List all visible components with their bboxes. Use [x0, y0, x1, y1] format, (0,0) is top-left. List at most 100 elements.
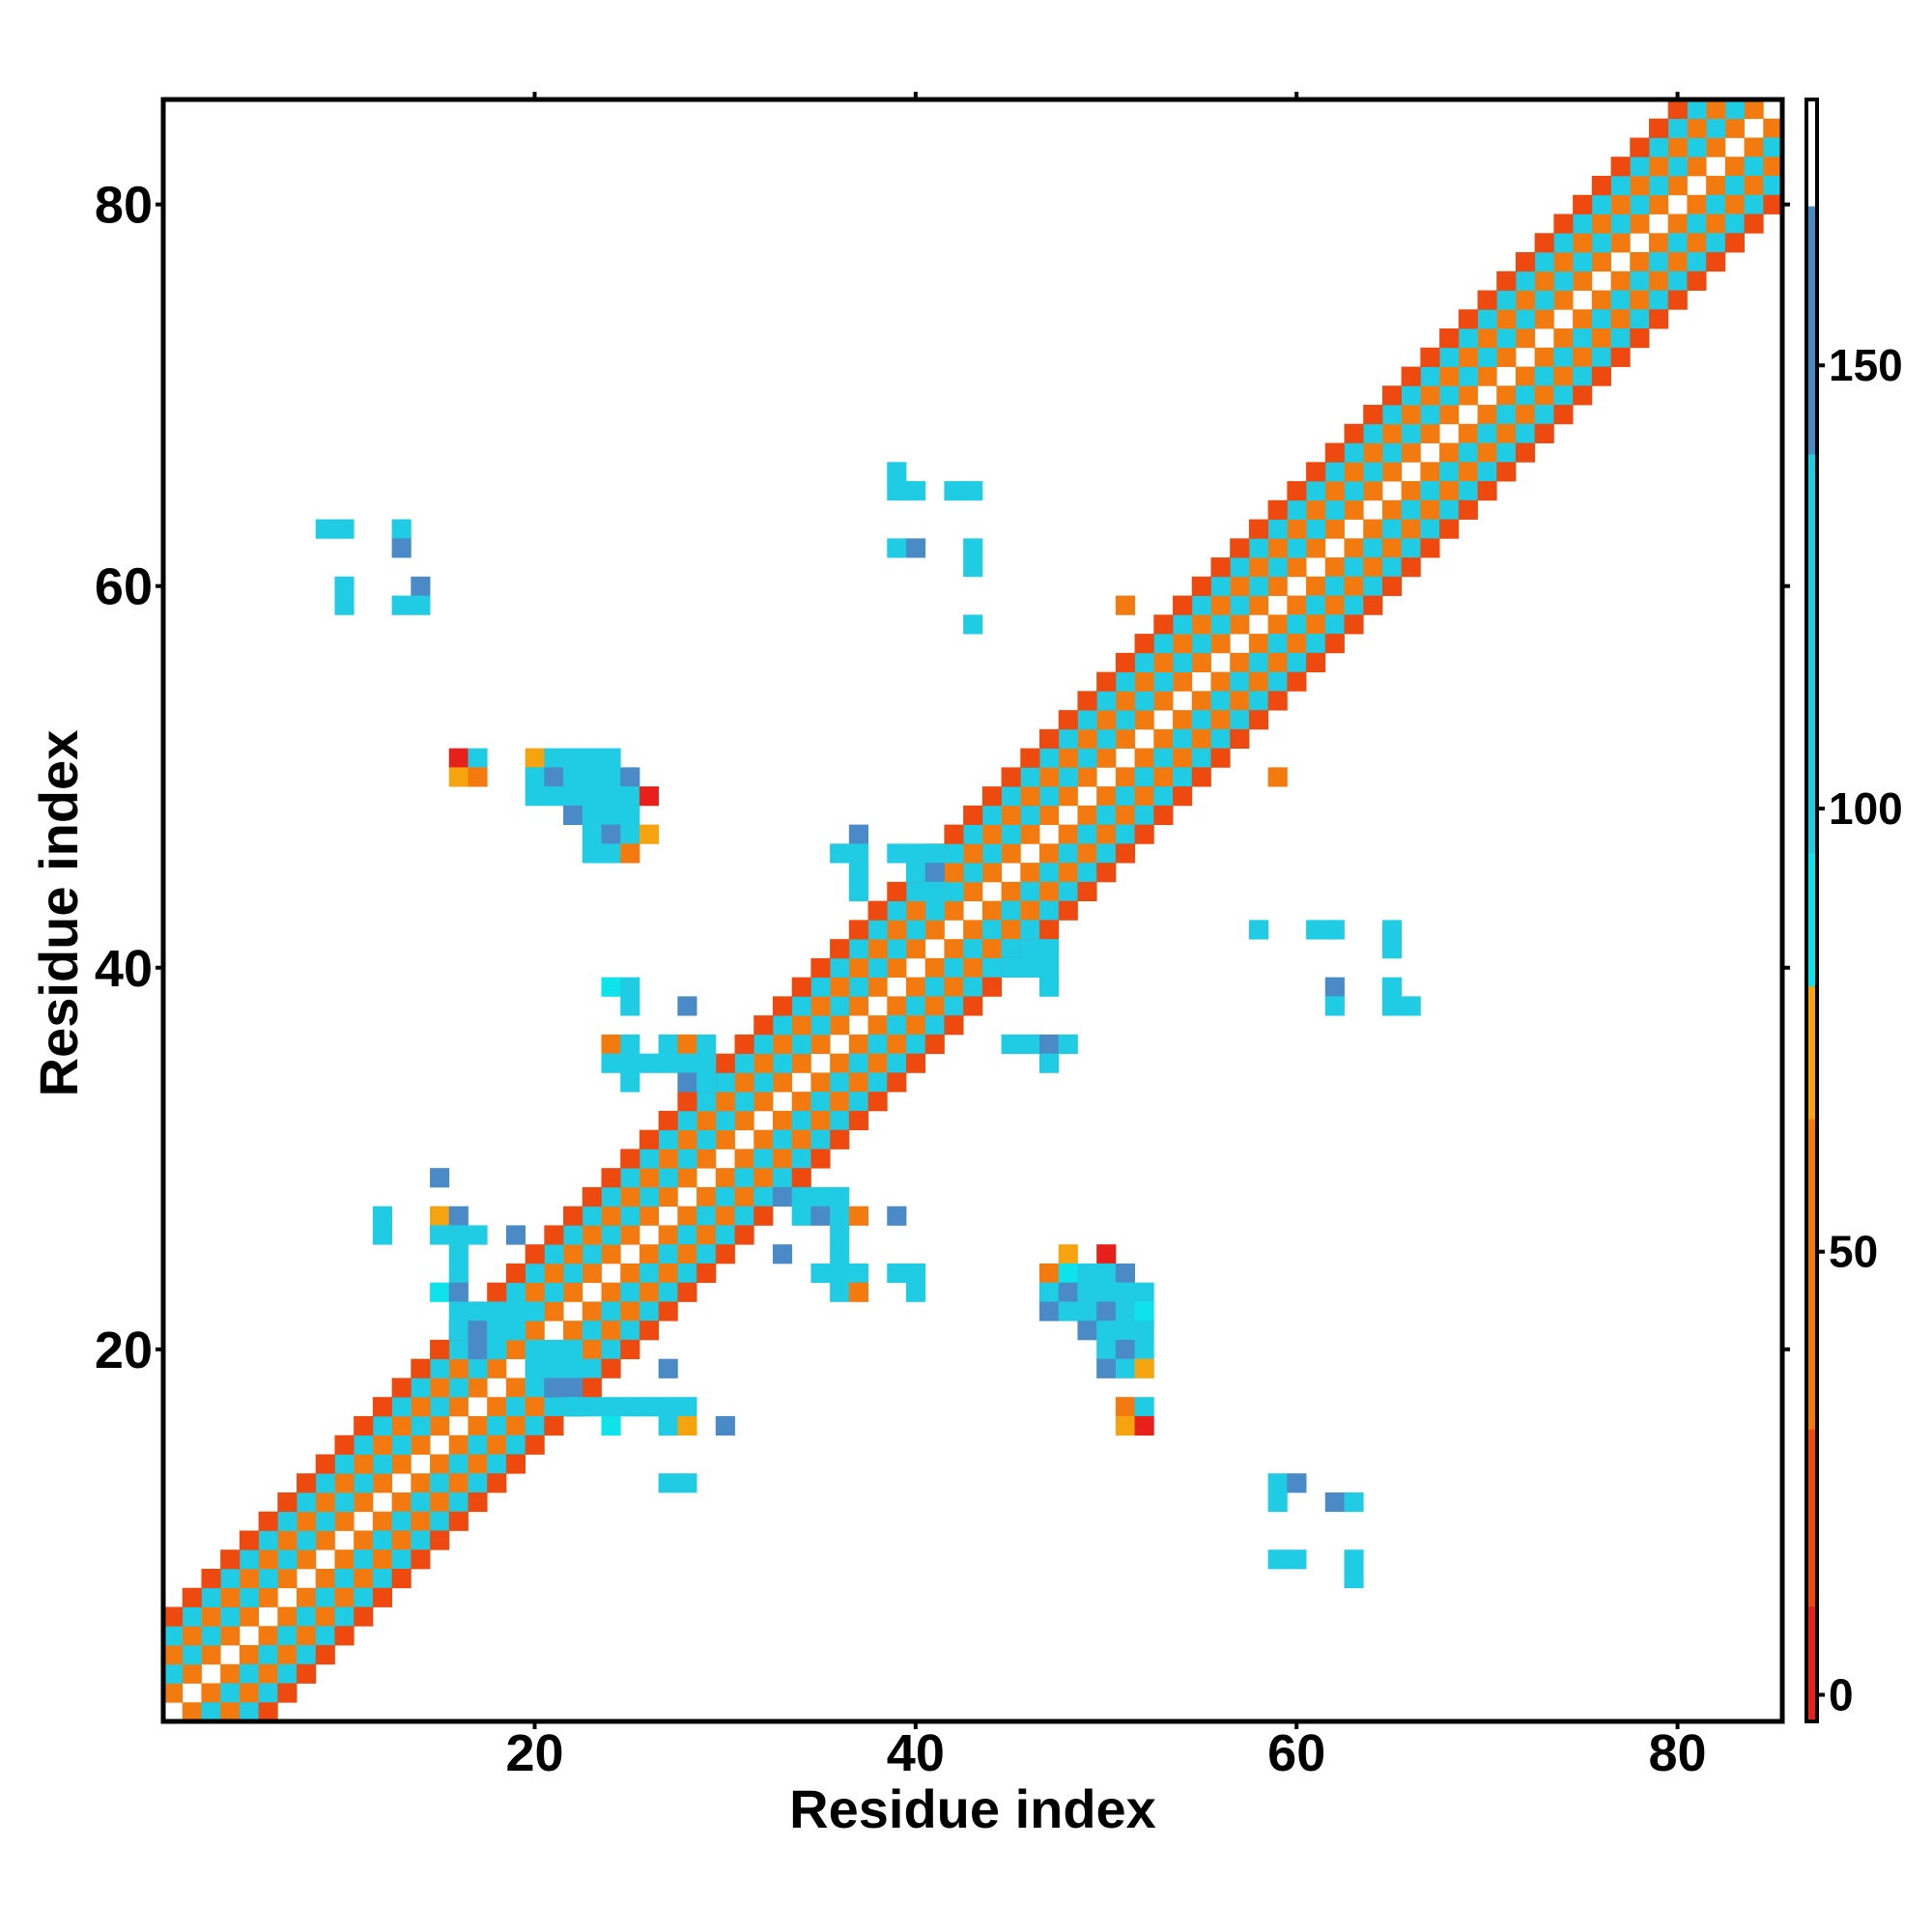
heatmap-cell: [372, 1206, 393, 1226]
heatmap-cell: [1287, 1549, 1307, 1570]
heatmap-cell: [468, 1435, 488, 1455]
heatmap-cell: [411, 1549, 431, 1570]
heatmap-cell: [1058, 863, 1078, 883]
heatmap-cell: [734, 1110, 754, 1131]
heatmap-cell: [1573, 270, 1593, 291]
heatmap-cell: [1344, 614, 1364, 635]
heatmap-cell: [334, 519, 355, 539]
heatmap-cell: [1687, 213, 1707, 234]
heatmap-cell: [848, 1034, 868, 1055]
heatmap-cell: [944, 824, 964, 844]
heatmap-cell: [753, 1168, 774, 1188]
heatmap-cell: [867, 920, 888, 940]
heatmap-cell: [696, 1206, 717, 1226]
heatmap-cell: [772, 1015, 793, 1036]
heatmap-cell: [981, 900, 1002, 921]
heatmap-cell: [525, 748, 545, 768]
heatmap-cell: [1001, 767, 1021, 787]
heatmap-cell: [1706, 118, 1726, 138]
heatmap-cell: [601, 824, 621, 844]
heatmap-cell: [1191, 710, 1211, 730]
heatmap-cell: [1020, 1034, 1040, 1055]
heatmap-cell: [830, 1263, 850, 1284]
heatmap-cell: [163, 1683, 184, 1703]
heatmap-cell: [848, 863, 868, 883]
heatmap-cell: [1210, 748, 1231, 768]
heatmap-cell: [448, 1263, 469, 1284]
heatmap-cell: [1401, 481, 1421, 501]
heatmap-cell: [658, 1473, 678, 1493]
heatmap-cell: [1134, 1301, 1154, 1321]
heatmap-cell: [1115, 824, 1135, 844]
heatmap-cell: [1039, 843, 1060, 864]
heatmap-cell: [1210, 710, 1231, 730]
heatmap-cell: [830, 1053, 850, 1073]
heatmap-cell: [1439, 519, 1460, 539]
heatmap-cell: [1496, 462, 1517, 482]
heatmap-cell: [544, 1263, 564, 1284]
heatmap-cell: [715, 1110, 735, 1131]
heatmap-cell: [334, 1473, 355, 1493]
heatmap-cell: [639, 1206, 660, 1226]
plot-frame: [160, 97, 1785, 1724]
heatmap-cell: [772, 1186, 793, 1208]
heatmap-cell: [1401, 405, 1421, 425]
heatmap-cell: [1191, 634, 1211, 654]
heatmap-cell: [1134, 652, 1154, 672]
heatmap-cell: [525, 1244, 545, 1264]
heatmap-cell: [1687, 118, 1707, 138]
heatmap-cell: [887, 538, 907, 558]
heatmap-cell: [639, 1129, 660, 1150]
heatmap-cell: [582, 1225, 602, 1245]
heatmap-cell: [944, 863, 964, 883]
heatmap-cell: [297, 1549, 317, 1570]
heatmap-cell: [1134, 1358, 1154, 1378]
heatmap-cell: [1210, 634, 1231, 654]
heatmap-cell: [924, 977, 945, 997]
heatmap-cell: [1648, 270, 1669, 291]
heatmap-cell: [1573, 194, 1593, 214]
heatmap-cell: [1134, 1397, 1154, 1417]
heatmap-cell: [1077, 710, 1097, 730]
heatmap-cell: [1267, 538, 1288, 558]
heatmap-cell: [1363, 519, 1383, 539]
heatmap-cell: [1020, 920, 1040, 940]
heatmap-cell: [1477, 442, 1497, 463]
heatmap-cell: [1630, 137, 1650, 157]
heatmap-cell: [448, 1225, 469, 1245]
heatmap-cell: [1058, 748, 1078, 768]
heatmap-cell: [658, 1110, 678, 1131]
heatmap-cell: [677, 1225, 697, 1245]
heatmap-cell: [601, 843, 621, 864]
heatmap-cell: [182, 1626, 202, 1646]
heatmap-cell: [468, 1301, 488, 1321]
heatmap-cell: [1096, 843, 1117, 864]
heatmap-cell: [1534, 347, 1554, 367]
heatmap-cell: [1096, 824, 1117, 844]
heatmap-cell: [1630, 290, 1650, 310]
heatmap-cell: [1039, 957, 1060, 979]
heatmap-cell: [430, 1492, 450, 1513]
heatmap-cell: [810, 1263, 831, 1284]
heatmap-cell: [1210, 728, 1231, 749]
heatmap-cell: [315, 1530, 335, 1550]
heatmap-cell: [944, 900, 964, 921]
heatmap-cell: [563, 1339, 583, 1360]
heatmap-cell: [297, 1492, 317, 1513]
heatmap-cell: [582, 1321, 602, 1341]
heatmap-cell: [1191, 576, 1211, 596]
y-tick-label: 40: [95, 940, 153, 998]
heatmap-cell: [297, 1473, 317, 1493]
heatmap-cell: [848, 1072, 868, 1093]
heatmap-cell: [430, 1225, 450, 1245]
heatmap-cell: [677, 1206, 697, 1226]
heatmap-cell: [696, 1129, 717, 1150]
heatmap-cell: [1420, 366, 1440, 386]
heatmap-cell: [1648, 176, 1669, 196]
heatmap-cell: [830, 1225, 850, 1245]
heatmap-cell: [1515, 366, 1536, 386]
heatmap-cell: [448, 1358, 469, 1378]
heatmap-cell: [1420, 481, 1440, 501]
heatmap-cell: [1515, 270, 1536, 291]
heatmap-cell: [1001, 900, 1021, 921]
